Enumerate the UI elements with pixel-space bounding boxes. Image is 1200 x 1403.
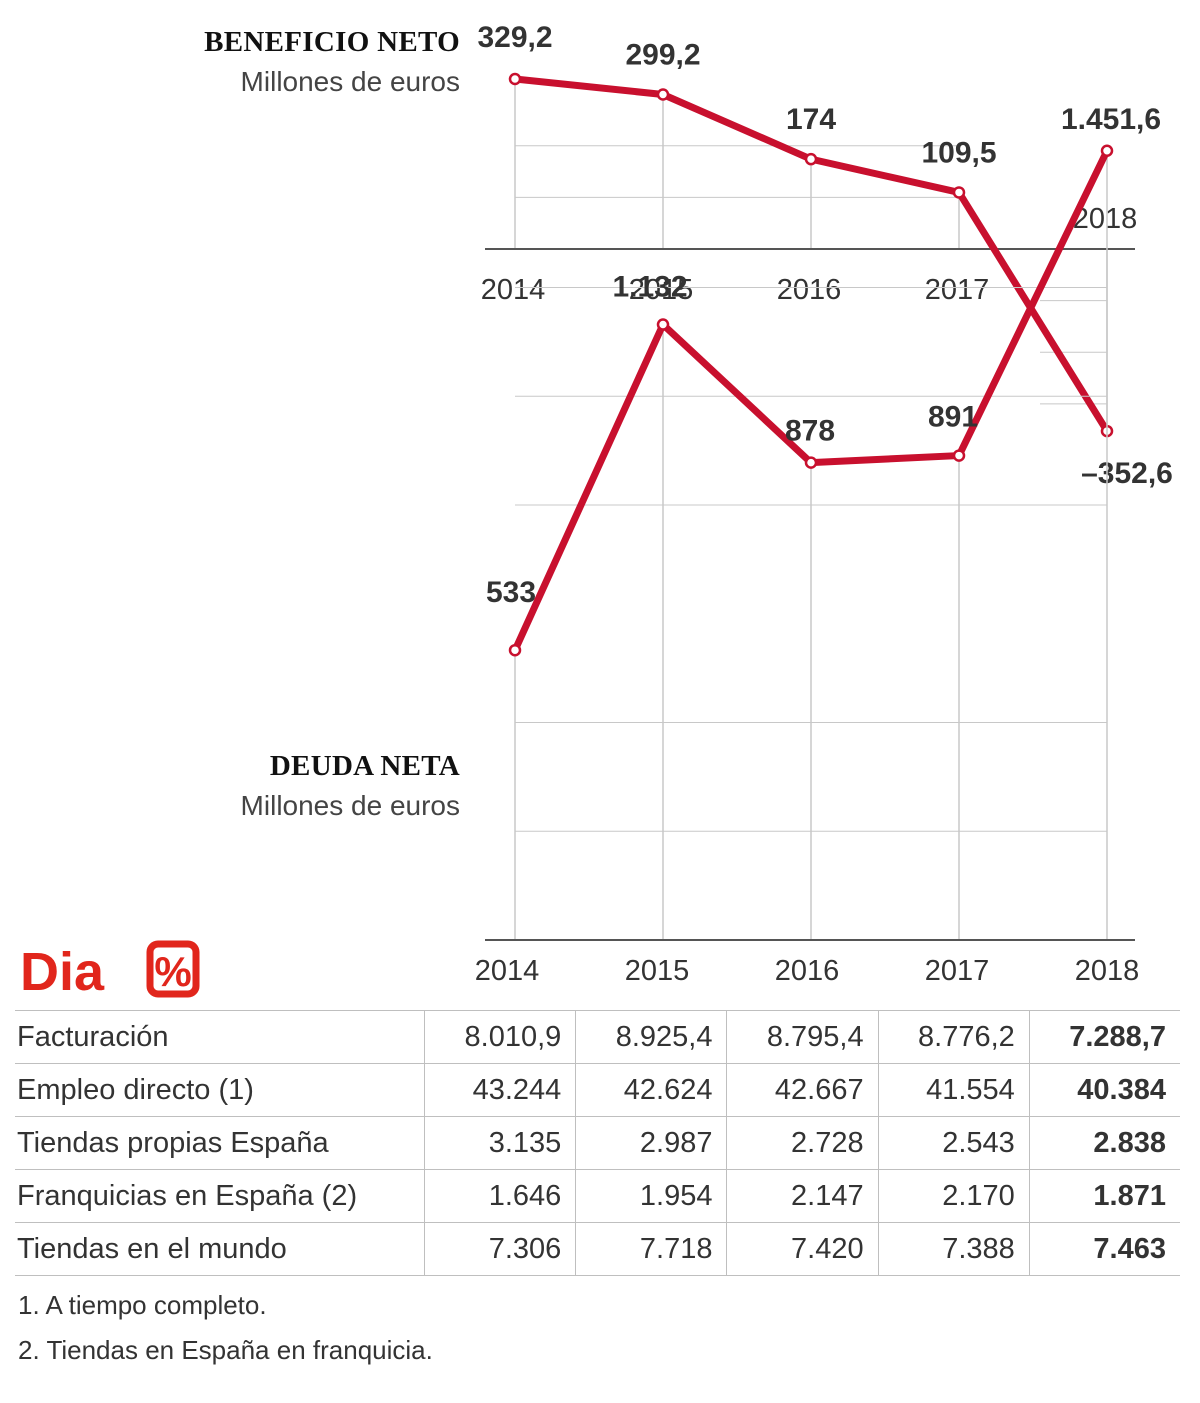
beneficio-neto-chart: 329,2 299,2 174 109,5 –352,6 2014 2015 2016 2017… xyxy=(477,21,1172,490)
cell: 8.776,2 xyxy=(877,1010,1030,1064)
beneficio-chart-title: BENEFICIO NETO xyxy=(204,26,460,58)
table-row: Franquicias en España (2) 1.646 1.954 2.… xyxy=(15,1169,1180,1223)
deuda-chart-title: DEUDA NETA xyxy=(269,750,460,782)
data-point xyxy=(1100,144,1114,158)
table-year-2016: 2016 xyxy=(774,955,840,987)
cell: 1.646 xyxy=(424,1169,576,1223)
beneficio-chart-subtitle: Millones de euros xyxy=(240,66,460,97)
footnote-2: 2. Tiendas en España en franquicia. xyxy=(18,1335,433,1365)
cell: 7.718 xyxy=(575,1222,727,1276)
cell: 42.667 xyxy=(726,1063,879,1117)
data-label: 174 xyxy=(786,103,836,136)
charts-svg: 329,2 299,2 174 109,5 –352,6 2014 2015 2016 2017… xyxy=(477,21,1173,941)
data-label: 109,5 xyxy=(921,136,996,169)
percent-symbol: % xyxy=(154,948,191,995)
data-point xyxy=(952,186,966,199)
cell: 2.838 xyxy=(1028,1116,1180,1170)
data-label: –352,6 xyxy=(1081,457,1173,490)
row-label: Empleo directo (1) xyxy=(15,1063,425,1117)
data-point xyxy=(508,643,522,657)
cell: 2.728 xyxy=(726,1116,879,1170)
deuda-chart-subtitle: Millones de euros xyxy=(240,790,460,821)
cell: 7.463 xyxy=(1028,1222,1180,1276)
x-tick-label: 2018 xyxy=(1073,203,1138,235)
cell: 7.288,7 xyxy=(1028,1010,1180,1064)
data-label: 1.132 xyxy=(612,271,687,304)
row-label: Tiendas propias España xyxy=(15,1116,425,1170)
table-year-2018: 2018 xyxy=(1074,955,1140,987)
data-point xyxy=(656,88,670,101)
cell: 1.871 xyxy=(1028,1169,1180,1223)
cell: 40.384 xyxy=(1028,1063,1180,1117)
x-tick-label: 2014 xyxy=(481,274,546,306)
footnote-1: 1. A tiempo completo. xyxy=(18,1290,267,1320)
cell: 7.306 xyxy=(424,1222,576,1276)
cell: 41.554 xyxy=(877,1063,1030,1117)
cell: 8.925,4 xyxy=(575,1010,727,1064)
cell: 3.135 xyxy=(424,1116,576,1170)
percent-box-icon xyxy=(146,940,200,998)
cell: 8.795,4 xyxy=(726,1010,879,1064)
data-table: Facturación 8.010,9 8.925,4 8.795,4 8.77… xyxy=(15,1010,1180,1276)
cell: 43.244 xyxy=(424,1063,576,1117)
table-row: Empleo directo (1) 43.244 42.624 42.667 … xyxy=(15,1063,1180,1117)
data-point xyxy=(804,456,818,469)
data-point xyxy=(656,318,670,331)
cell: 42.624 xyxy=(575,1063,727,1117)
data-point xyxy=(952,449,966,462)
dia-logo-text: Dia xyxy=(20,942,105,998)
table-row: Tiendas propias España 3.135 2.987 2.728… xyxy=(15,1116,1180,1170)
cell: 1.954 xyxy=(575,1169,727,1223)
table-year-2017: 2017 xyxy=(924,955,990,987)
x-tick-label: 2017 xyxy=(925,274,990,306)
cell: 2.543 xyxy=(877,1116,1030,1170)
data-label: 533 xyxy=(486,576,536,609)
x-tick-label: 2015 xyxy=(629,274,694,306)
table-year-2015: 2015 xyxy=(624,955,690,987)
data-point xyxy=(804,152,818,166)
row-label: Franquicias en España (2) xyxy=(15,1169,425,1223)
table-row: Tiendas en el mundo 7.306 7.718 7.420 7.… xyxy=(15,1222,1180,1276)
data-label: 299,2 xyxy=(625,38,700,71)
cell: 7.388 xyxy=(877,1222,1030,1276)
cell: 2.147 xyxy=(726,1169,879,1223)
row-label: Tiendas en el mundo xyxy=(15,1222,425,1276)
row-label: Facturación xyxy=(15,1010,425,1064)
data-label: 1.451,6 xyxy=(1061,103,1161,136)
data-label: 891 xyxy=(928,401,978,434)
data-label: 329,2 xyxy=(477,21,552,54)
data-label: 878 xyxy=(785,415,835,448)
cell: 8.010,9 xyxy=(424,1010,576,1064)
cell: 7.420 xyxy=(726,1222,879,1276)
deuda-neta-chart: 533 1.132 878 891 1.451,6 xyxy=(485,103,1161,941)
cell: 2.170 xyxy=(877,1169,1030,1223)
table-row: Facturación 8.010,9 8.925,4 8.795,4 8.77… xyxy=(15,1010,1180,1064)
cell: 2.987 xyxy=(575,1116,727,1170)
x-tick-label: 2016 xyxy=(777,274,842,306)
table-year-2014: 2014 xyxy=(474,955,540,987)
dia-logo: Dia % xyxy=(20,940,200,998)
data-point xyxy=(508,72,522,86)
